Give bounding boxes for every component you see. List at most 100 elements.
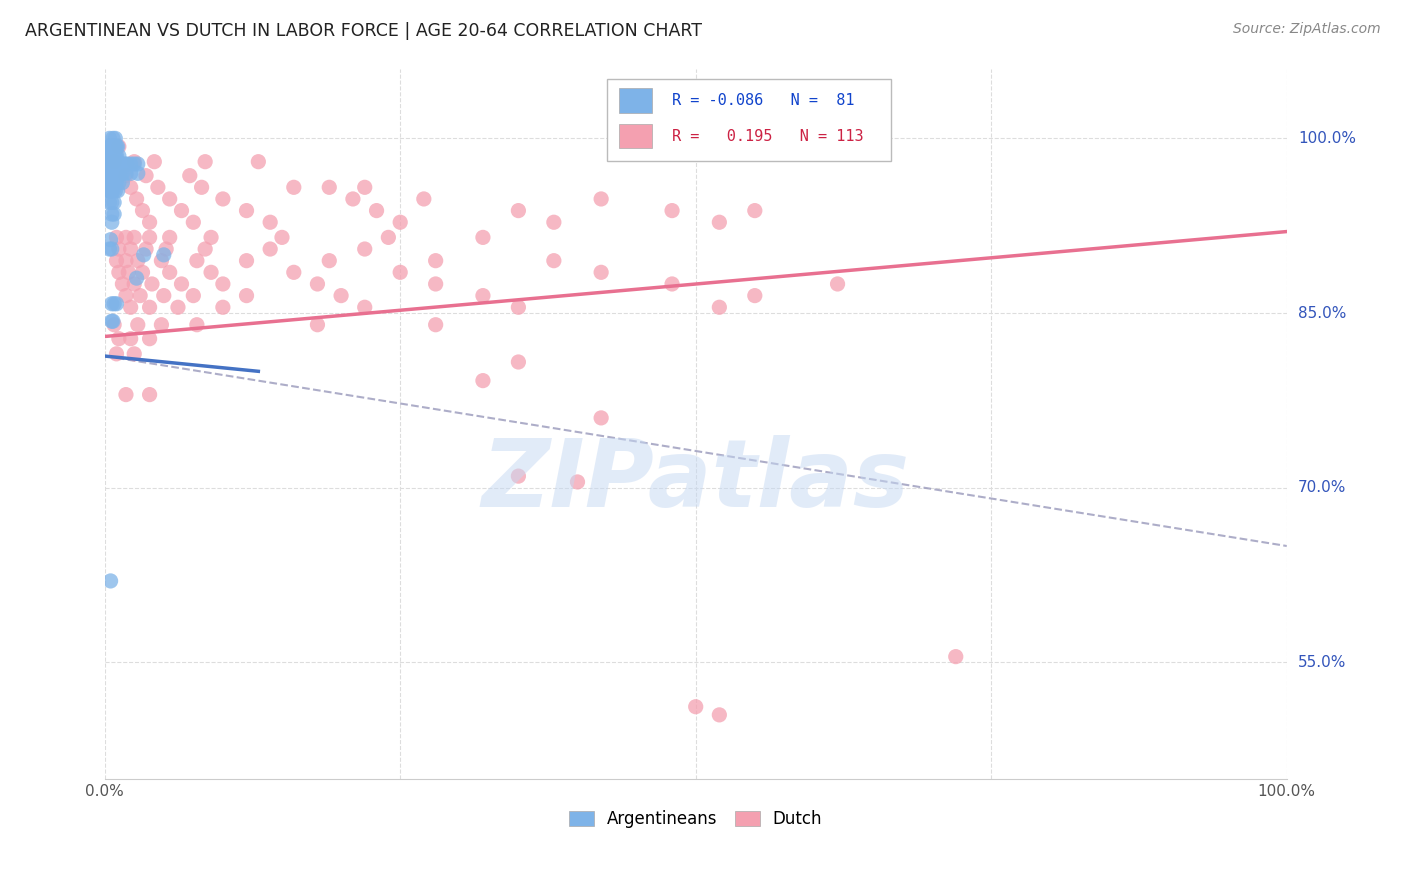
Point (111, 277, 134, 291)
Point (101, 149, 124, 163)
Point (353, 180, 375, 194)
Point (132, 248, 155, 262)
Point (471, 288, 494, 302)
Point (152, 248, 174, 262)
Point (183, 288, 205, 302)
Point (167, 300, 190, 314)
Point (100, 184, 122, 198)
Point (98, 149, 121, 163)
Point (235, 203, 257, 218)
Point (543, 253, 565, 268)
Point (247, 154, 270, 169)
Point (235, 253, 257, 268)
Point (97, 184, 120, 198)
Point (105, 166, 128, 180)
Point (543, 215, 565, 229)
Point (127, 166, 149, 180)
Point (709, 300, 731, 314)
Point (105, 297, 128, 311)
Text: 55.0%: 55.0% (1298, 655, 1346, 670)
Point (104, 166, 127, 180)
Point (235, 288, 257, 302)
Point (105, 230, 128, 244)
Point (283, 180, 305, 194)
Point (120, 332, 142, 346)
Point (107, 184, 129, 198)
Point (103, 139, 125, 153)
Point (186, 318, 208, 332)
Point (98, 195, 121, 210)
Text: Source: ZipAtlas.com: Source: ZipAtlas.com (1233, 22, 1381, 37)
Point (101, 166, 124, 180)
Point (138, 230, 160, 244)
Point (105, 149, 128, 163)
Point (105, 139, 128, 153)
Point (100, 139, 122, 153)
Point (103, 176, 125, 190)
Point (127, 157, 149, 171)
Text: ARGENTINEAN VS DUTCH IN LABOR FORCE | AGE 20-64 CORRELATION CHART: ARGENTINEAN VS DUTCH IN LABOR FORCE | AG… (25, 22, 703, 40)
Point (100, 166, 122, 180)
Point (103, 207, 125, 221)
Point (101, 314, 124, 328)
Point (318, 253, 340, 268)
Text: R =   0.195   N = 113: R = 0.195 N = 113 (672, 128, 863, 144)
Point (377, 230, 399, 244)
Point (135, 242, 157, 256)
Point (170, 203, 193, 218)
Point (100, 176, 122, 190)
Point (146, 180, 169, 194)
Point (945, 649, 967, 664)
Point (100, 314, 122, 328)
Point (97, 176, 120, 190)
Point (100, 195, 122, 210)
Point (827, 277, 849, 291)
Point (353, 242, 375, 256)
Point (170, 277, 193, 291)
Point (129, 288, 152, 302)
Point (425, 253, 447, 268)
Point (98, 184, 121, 198)
Point (159, 192, 181, 206)
Point (98, 139, 121, 153)
Point (100, 242, 122, 256)
Point (114, 157, 136, 171)
Point (342, 192, 364, 206)
Point (115, 253, 138, 268)
Point (212, 277, 235, 291)
Point (107, 139, 129, 153)
Point (143, 154, 166, 169)
Point (122, 347, 145, 361)
Point (115, 387, 138, 401)
Point (122, 277, 145, 291)
Point (104, 184, 127, 198)
Point (100, 574, 122, 588)
Point (661, 203, 683, 218)
Point (744, 203, 766, 218)
Point (98, 242, 121, 256)
Point (120, 300, 142, 314)
Point (100, 184, 122, 198)
Text: ZIPatlas: ZIPatlas (482, 434, 910, 526)
Text: R = -0.086   N =  81: R = -0.086 N = 81 (672, 93, 855, 108)
Point (103, 297, 125, 311)
Point (100, 149, 122, 163)
Point (115, 288, 138, 302)
Point (155, 242, 177, 256)
Point (120, 166, 142, 180)
Point (131, 203, 153, 218)
Point (389, 215, 412, 229)
Point (115, 230, 138, 244)
Point (471, 230, 494, 244)
Point (100, 176, 122, 190)
Point (103, 154, 125, 169)
Point (108, 242, 131, 256)
Point (138, 300, 160, 314)
Point (508, 300, 530, 314)
Point (100, 157, 122, 171)
Point (105, 347, 128, 361)
Point (100, 233, 122, 247)
Point (138, 387, 160, 401)
Point (104, 131, 127, 145)
Point (186, 253, 208, 268)
